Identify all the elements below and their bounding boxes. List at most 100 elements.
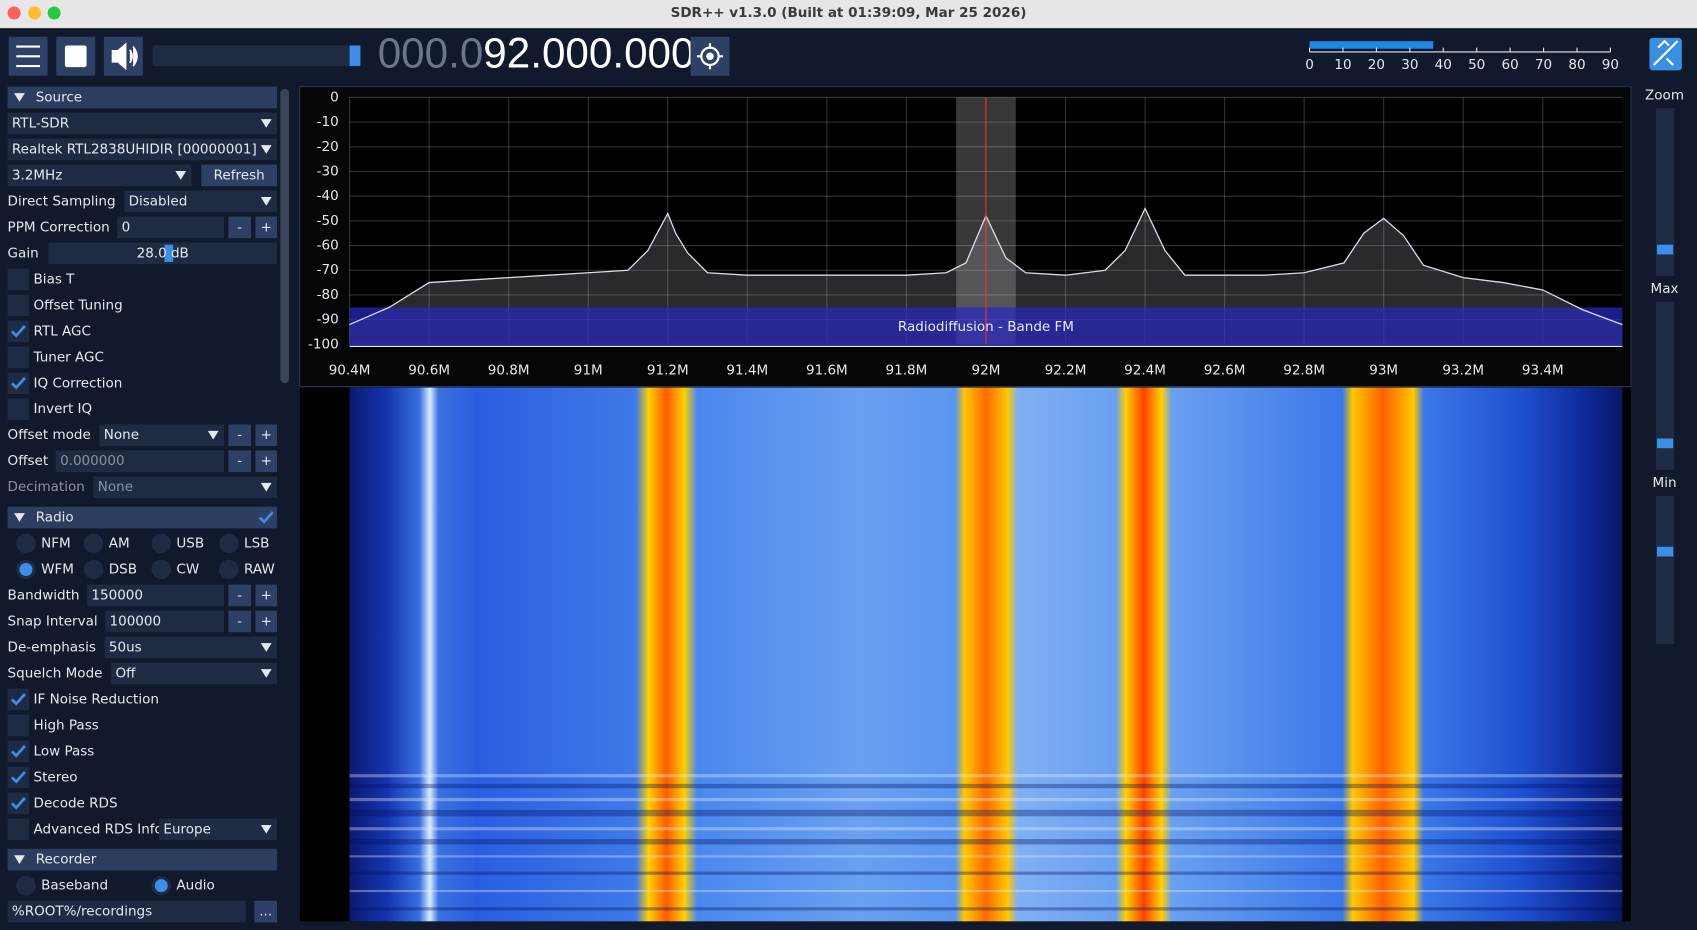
volume-slider[interactable]: [152, 45, 361, 67]
combo-box[interactable]: [99, 424, 225, 447]
minus-button[interactable]: [228, 610, 252, 633]
combo-arrow: [260, 197, 272, 206]
radio-button[interactable]: [16, 533, 36, 554]
button[interactable]: [254, 900, 278, 923]
field-label: De-emphasis: [8, 639, 96, 655]
min-label-bg: [1645, 469, 1686, 496]
max-label: Max: [1651, 281, 1679, 297]
plus-button[interactable]: [255, 610, 278, 633]
radio-button[interactable]: [219, 559, 239, 580]
combo-arrow: [175, 171, 187, 180]
combo-box[interactable]: [159, 818, 278, 841]
radio-button[interactable]: [16, 875, 36, 896]
max-handle[interactable]: [1656, 438, 1674, 449]
checkbox[interactable]: [7, 268, 30, 291]
combo-box[interactable]: [7, 112, 278, 135]
combo-box[interactable]: [93, 476, 278, 499]
audio-meter: 0 10 20 30 40 50 60 70 80 90: [1305, 41, 1619, 73]
frequency-display[interactable]: 000.092.000.000: [378, 29, 695, 76]
checkbox[interactable]: [7, 398, 30, 421]
section-header[interactable]: [7, 86, 278, 109]
combo-box[interactable]: [7, 138, 278, 161]
section-title: Recorder: [36, 852, 97, 868]
minus-label: -: [237, 587, 242, 603]
input-box[interactable]: [105, 610, 225, 633]
minus-button[interactable]: [228, 450, 252, 473]
check-mark: [10, 745, 26, 758]
section-title: Radio: [36, 510, 74, 526]
input-box[interactable]: [7, 900, 246, 923]
min-label: Min: [1653, 475, 1677, 491]
combo-box[interactable]: [104, 636, 278, 659]
combo-arrow: [207, 430, 219, 440]
zoom-button[interactable]: [47, 6, 61, 20]
zoom-handle[interactable]: [1656, 244, 1674, 255]
button[interactable]: [201, 164, 278, 187]
combo-arrow: [260, 824, 272, 834]
section-header[interactable]: [7, 506, 278, 529]
meter-tick-label: 90: [1602, 57, 1619, 73]
radio-button[interactable]: [83, 559, 104, 580]
input-box[interactable]: [117, 216, 225, 239]
y-tick-label: -80: [317, 287, 339, 303]
plus-button[interactable]: [255, 584, 278, 607]
combo-value: None: [104, 427, 139, 443]
combo-value: Disabled: [129, 193, 188, 209]
input-box[interactable]: [55, 450, 225, 473]
x-tick-label: 92.2M: [1045, 362, 1087, 378]
collapse-arrow: [14, 513, 25, 522]
input-value: 150000: [91, 587, 143, 603]
zoom-track[interactable]: [1655, 108, 1675, 645]
radio-dot: [19, 562, 33, 576]
window-title: SDR++ v1.3.0 (Built at 01:39:09, Mar 25 …: [671, 5, 1027, 21]
slider-track[interactable]: [48, 242, 278, 265]
combo-box[interactable]: [7, 164, 192, 187]
slider-value: 28.0 dB: [137, 245, 189, 261]
x-tick-label: 93M: [1369, 362, 1398, 378]
meter-level: [1309, 41, 1434, 49]
close-button[interactable]: [7, 6, 21, 20]
radio-button[interactable]: [151, 559, 171, 580]
combo-value: Off: [115, 665, 136, 681]
radio-button[interactable]: [219, 533, 239, 554]
section-header[interactable]: [7, 848, 278, 871]
field-label: Direct Sampling: [8, 193, 116, 209]
checkbox[interactable]: [7, 294, 30, 317]
checkbox[interactable]: [7, 714, 30, 737]
field-label: RTL AGC: [34, 323, 91, 339]
volume-handle[interactable]: [349, 45, 361, 67]
menu-icon: [16, 45, 41, 68]
x-tick-label: 91M: [574, 362, 603, 378]
minus-button[interactable]: [228, 584, 252, 607]
sidebar-scrollbar[interactable]: [280, 88, 289, 384]
plus-button[interactable]: [255, 450, 278, 473]
radio-button[interactable]: [151, 533, 171, 554]
plus-label: +: [261, 613, 272, 629]
minus-button[interactable]: [228, 216, 252, 239]
x-tick-label: 92.4M: [1124, 362, 1166, 378]
radio-button[interactable]: [83, 533, 104, 554]
minimize-button[interactable]: [28, 6, 42, 20]
y-tick-label: -100: [308, 336, 339, 352]
min-handle[interactable]: [1656, 546, 1674, 557]
combo-box[interactable]: [111, 662, 278, 685]
meter-tick-label: 80: [1568, 57, 1585, 73]
stop-icon: [64, 45, 87, 68]
slider-handle[interactable]: [164, 244, 174, 263]
radio-dot: [154, 879, 168, 893]
checkbox[interactable]: [7, 346, 30, 369]
frequency-digits: 92.000.000: [483, 29, 694, 76]
max-label-bg: [1645, 276, 1686, 303]
plus-button[interactable]: [255, 424, 278, 447]
combo-box[interactable]: [124, 190, 278, 213]
zoom-label: Zoom: [1645, 87, 1684, 103]
collapse-arrow: [14, 855, 25, 864]
minus-button[interactable]: [228, 424, 252, 447]
field-label: Advanced RDS Info: [34, 821, 163, 837]
plus-button[interactable]: [255, 216, 278, 239]
input-box[interactable]: [87, 584, 225, 607]
check-mark: [258, 511, 274, 524]
minus-label: -: [237, 427, 242, 443]
checkbox[interactable]: [7, 818, 30, 841]
